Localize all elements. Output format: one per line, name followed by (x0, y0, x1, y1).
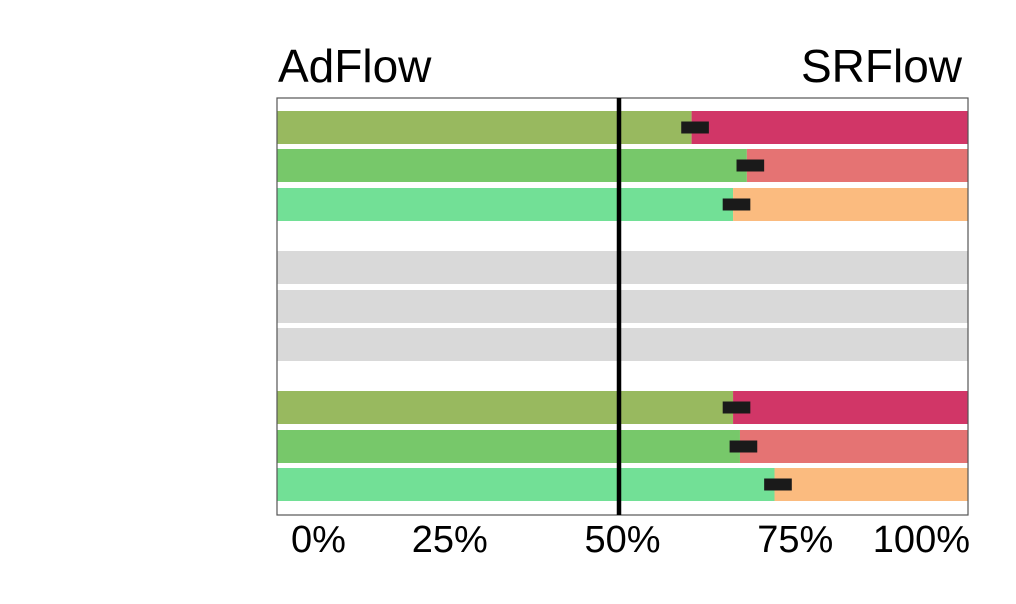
bar-left-g0-r0 (277, 111, 692, 144)
bar-left-g0-r1 (277, 149, 747, 182)
bar-right-g2-r0 (733, 391, 968, 424)
right-method-label: SRFlow (801, 40, 963, 92)
x-tick-label-0: 0% (291, 519, 346, 561)
bar-left-g0-r2 (277, 188, 734, 221)
bar-left-g1-r1 (277, 290, 968, 323)
bar-right-g0-r2 (733, 188, 968, 221)
bar-right-g2-r2 (774, 468, 968, 501)
bar-left-g1-r0 (277, 251, 968, 284)
error-bar-g0-r0 (681, 121, 709, 134)
bar-right-g2-r1 (739, 430, 968, 463)
error-bar-g2-r1 (729, 440, 758, 453)
x-tick-label-75: 75% (757, 519, 833, 561)
error-bar-g2-r0 (722, 401, 751, 414)
left-method-label: AdFlow (278, 40, 432, 92)
error-bar-g0-r2 (722, 198, 751, 211)
x-tick-label-25: 25% (412, 519, 488, 561)
bar-left-g2-r1 (277, 430, 740, 463)
bar-left-g1-r2 (277, 328, 968, 361)
error-bar-g0-r1 (736, 159, 765, 172)
x-axis-ticks: 0% 25% 50% 75% 100% (291, 519, 970, 561)
bar-right-g0-r0 (691, 111, 968, 144)
bar-left-g2-r0 (277, 391, 734, 424)
bar-left-g2-r2 (277, 468, 775, 501)
error-bar-g2-r2 (764, 478, 792, 491)
x-tick-label-50: 50% (584, 519, 660, 561)
error-bars (681, 121, 792, 491)
bar-rows (277, 111, 968, 501)
bar-right-g0-r1 (746, 149, 968, 182)
x-tick-label-100: 100% (873, 519, 970, 561)
plot-frame (276, 97, 969, 516)
